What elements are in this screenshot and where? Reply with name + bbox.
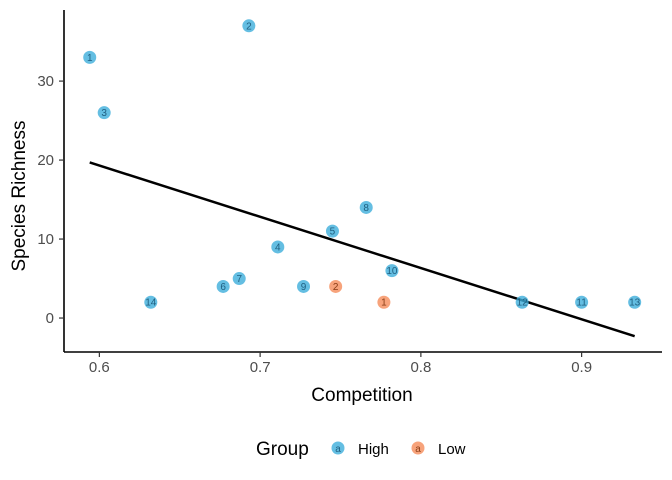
data-point-label: 1 [381, 298, 387, 309]
legend-key-low-glyph: a [415, 444, 421, 455]
data-point-label: 3 [101, 108, 107, 119]
data-point-label: 9 [301, 282, 307, 293]
data-point-label: 13 [629, 298, 641, 309]
data-point-high [271, 240, 285, 254]
data-point-high [83, 50, 97, 64]
legend: Group a High a Low [256, 439, 466, 460]
data-point-high [359, 200, 373, 214]
data-point-high [297, 279, 311, 293]
legend-title: Group [256, 439, 309, 460]
legend-key-high [331, 441, 345, 455]
legend-label-low: Low [438, 441, 466, 458]
data-point-low [329, 279, 343, 293]
data-point-high [575, 295, 589, 309]
data-point-label: 11 [576, 298, 587, 309]
data-point-high [242, 19, 256, 33]
data-point-high [216, 279, 230, 293]
data-point-high [97, 106, 111, 120]
data-point-high [385, 264, 399, 278]
data-point-label: 14 [145, 298, 157, 309]
y-axis-title: Species Richness [9, 120, 30, 271]
legend-key-high-glyph: a [335, 444, 341, 455]
data-point-label: 5 [330, 227, 336, 238]
data-point-high [515, 295, 529, 309]
y-tick-label: 20 [37, 152, 54, 169]
x-tick-label: 0.8 [410, 359, 431, 376]
x-tick-label: 0.7 [250, 359, 271, 376]
data-point-high [144, 295, 158, 309]
ticks: 0.6 0.7 0.8 0.9 0 10 20 30 [37, 73, 592, 376]
x-axis-title: Competition [311, 385, 412, 406]
axes [63, 10, 662, 353]
legend-entry-high: a High [331, 441, 389, 458]
data-point-label: 4 [275, 242, 281, 253]
x-tick-label: 0.6 [89, 359, 110, 376]
data-point-label: 7 [236, 274, 242, 285]
data-point-low [377, 295, 391, 309]
data-point-high [232, 272, 246, 286]
data-point-label: 1 [87, 53, 93, 64]
data-point-high [325, 224, 339, 238]
regression-line [89, 161, 636, 338]
regression-line-group [89, 161, 636, 338]
legend-label-high: High [358, 441, 389, 458]
y-tick-label: 10 [37, 231, 54, 248]
y-tick-label: 0 [46, 310, 54, 327]
data-point-label: 8 [363, 203, 369, 214]
legend-entry-low: a Low [411, 441, 466, 458]
data-point-label: 2 [246, 21, 252, 32]
data-point-label: 6 [220, 282, 226, 293]
data-point-label: 12 [517, 298, 529, 309]
y-tick-label: 30 [37, 73, 54, 90]
data-point-high [628, 295, 642, 309]
data-point-label: 2 [333, 282, 339, 293]
data-point-label: 10 [386, 266, 398, 277]
legend-key-low [411, 441, 425, 455]
x-tick-label: 0.9 [571, 359, 592, 376]
